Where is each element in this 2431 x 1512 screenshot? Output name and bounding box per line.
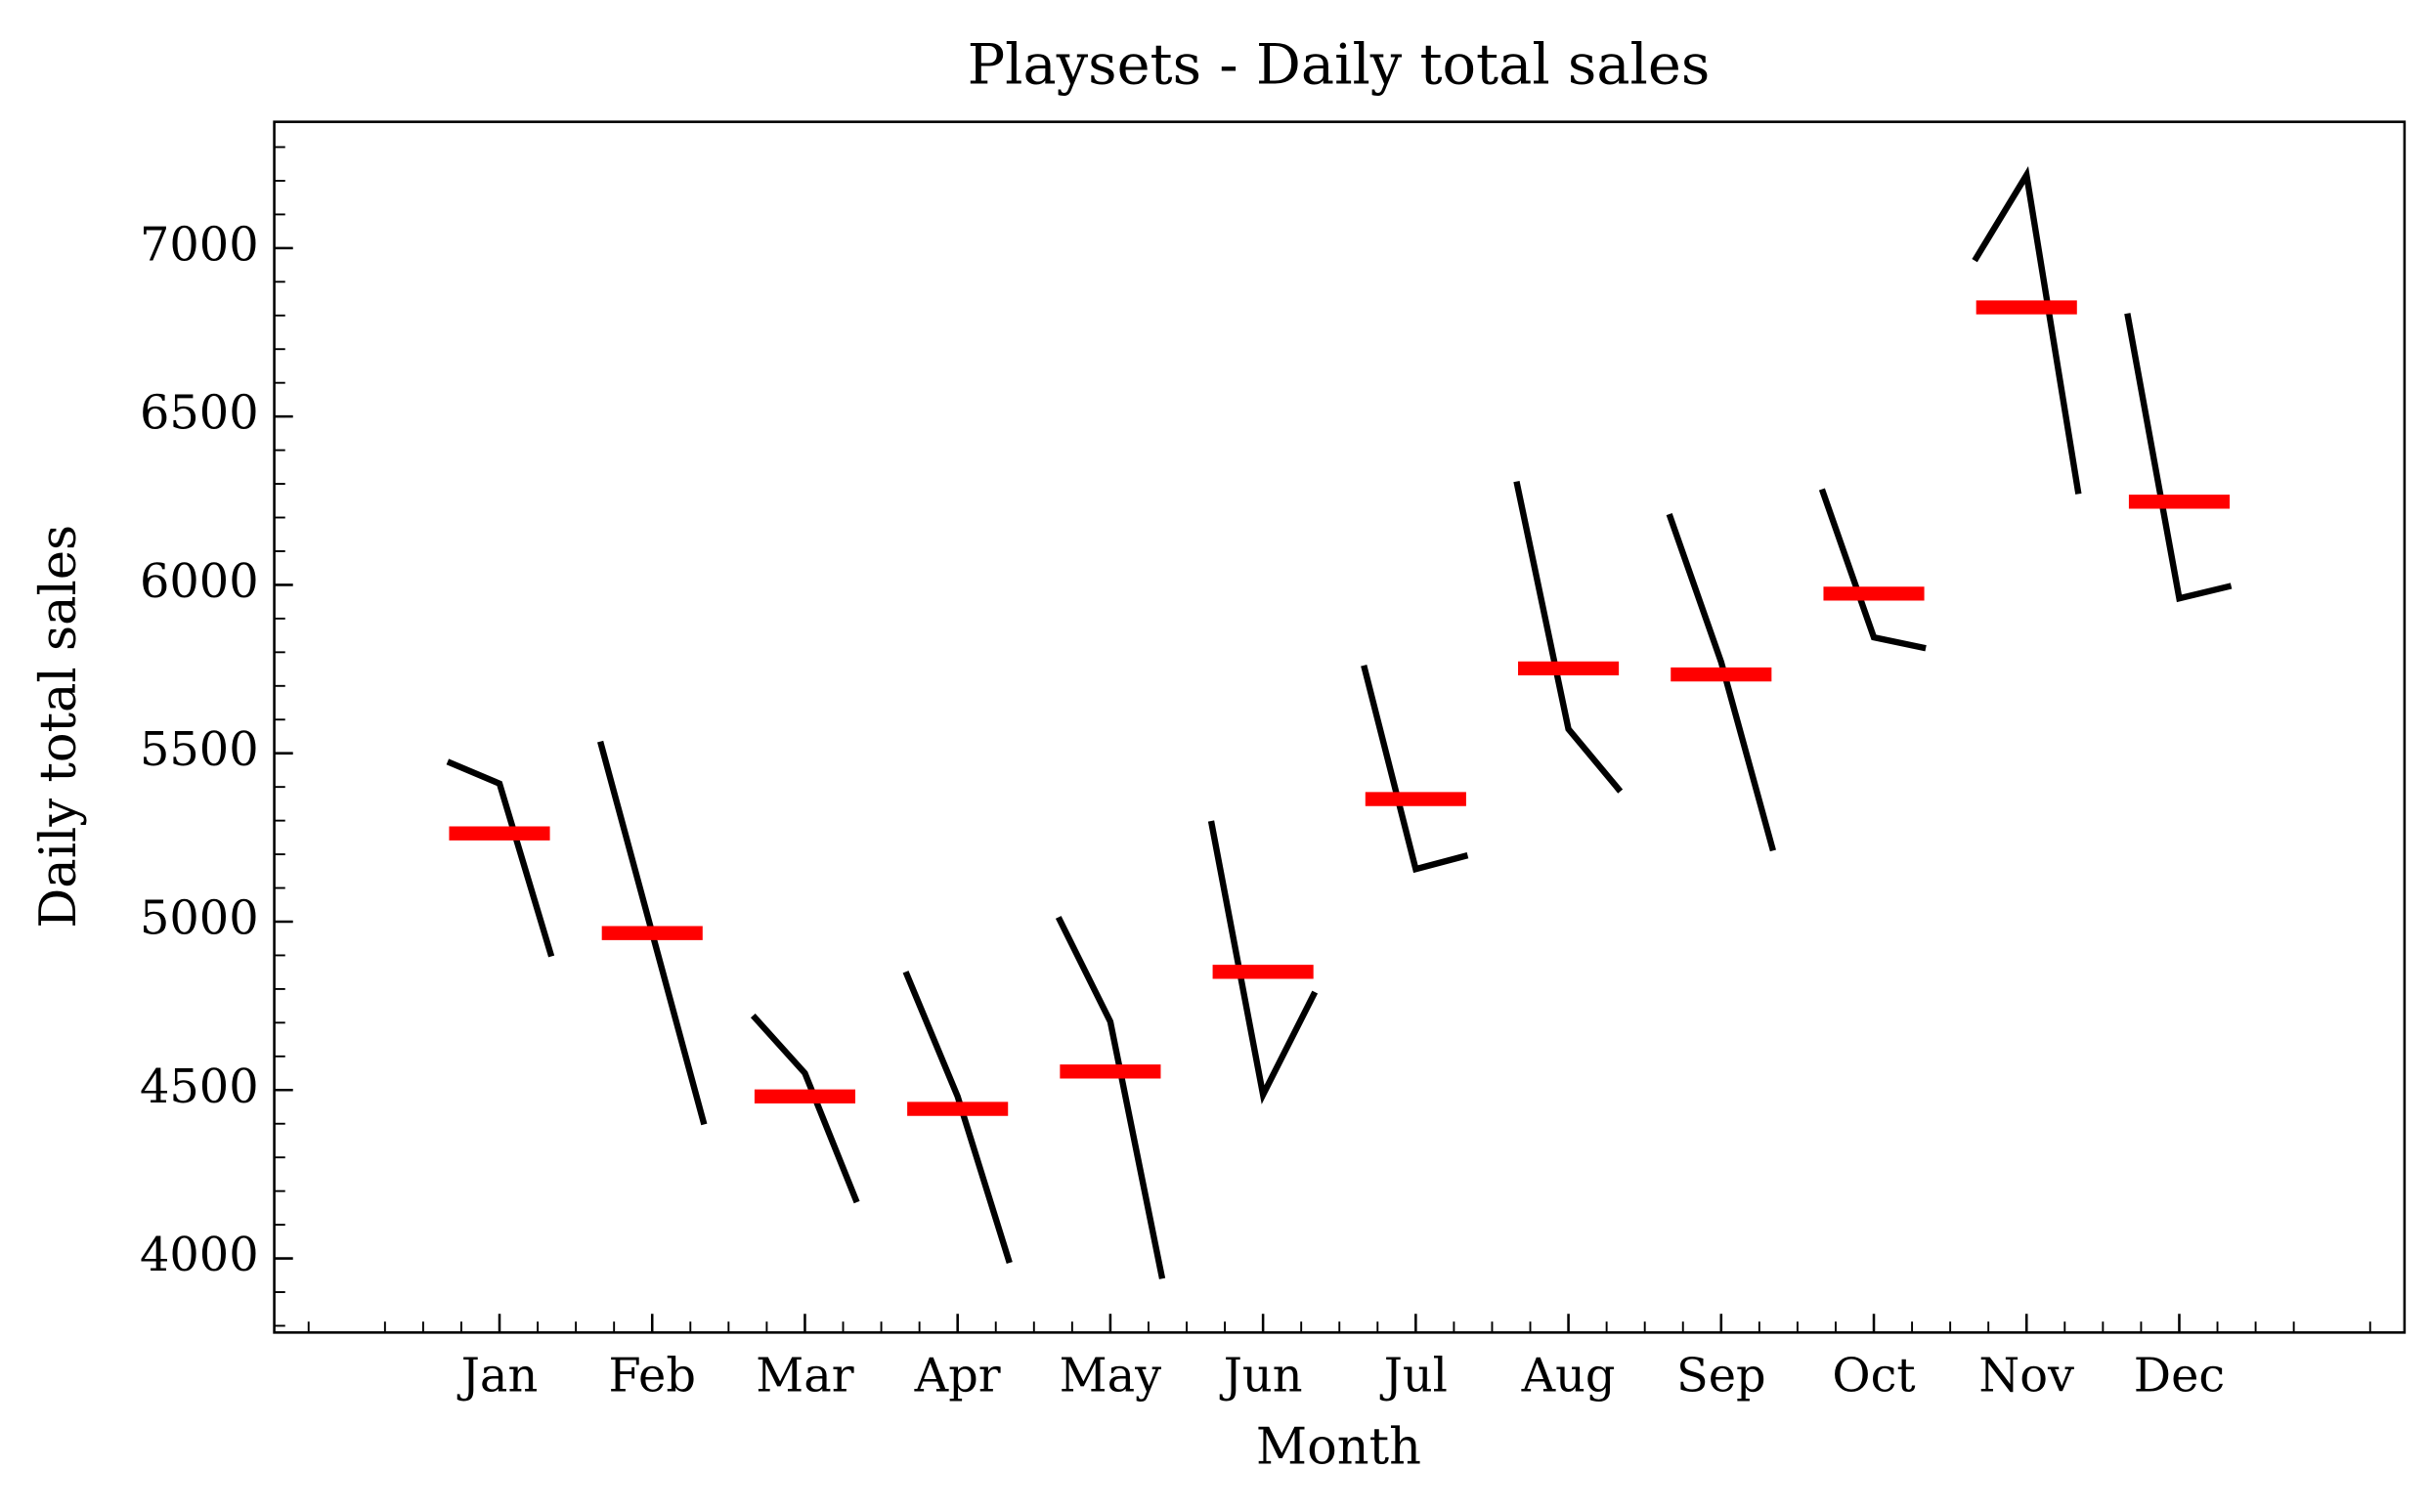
x-tick-label: Mar [756,1350,853,1404]
y-tick-label: 6000 [140,555,259,609]
x-tick-label: Jan [456,1350,538,1404]
month-line [1055,916,1166,1279]
month-line [1207,820,1319,1104]
x-tick-label: Jul [1379,1350,1448,1404]
chart-title: Playsets - Daily total sales [968,31,1711,97]
x-tick-label: Dec [2134,1350,2225,1404]
x-tick-label: Feb [609,1350,696,1404]
y-tick-label: 5500 [140,723,259,777]
x-tick-label: Nov [1978,1350,2074,1404]
month-line [750,1013,860,1204]
y-tick-label: 4500 [140,1060,259,1114]
month-line [1972,166,2082,495]
x-tick-label: Oct [1832,1350,1915,1404]
month-line [2124,313,2233,603]
month-line [1361,664,1469,874]
plot-frame [273,120,2407,1334]
y-tick-label: 7000 [140,218,259,272]
y-tick-label: 5000 [140,891,259,945]
x-tick-label: Jun [1219,1350,1303,1404]
x-tick-label: May [1060,1350,1161,1404]
x-tick-label: Sep [1676,1350,1766,1404]
x-tick-label: Aug [1521,1350,1616,1404]
y-tick-label: 6500 [140,387,259,441]
month-line [1818,488,1927,652]
month-line [1513,480,1624,794]
x-axis-label: Month [1256,1419,1421,1477]
month-line [902,971,1013,1264]
x-tick-label: Apr [914,1350,1001,1404]
month-line [446,758,555,958]
month-line [1666,513,1776,852]
y-tick-label: 4000 [140,1229,259,1282]
y-axis-label: Daily total sales [30,525,88,929]
